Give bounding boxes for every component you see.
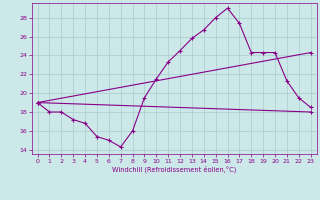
X-axis label: Windchill (Refroidissement éolien,°C): Windchill (Refroidissement éolien,°C) [112,165,236,173]
